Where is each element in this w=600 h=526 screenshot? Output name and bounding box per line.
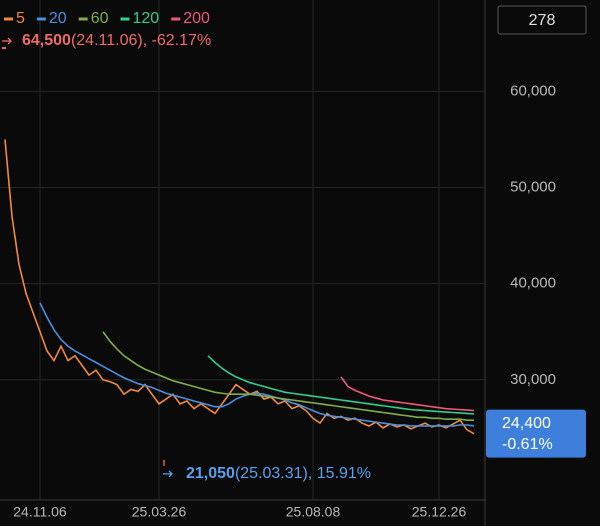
y-tick-label: 40,000 (510, 275, 556, 292)
legend: 5 20 60 120 200 (4, 10, 210, 27)
y-tick-label: 50,000 (510, 178, 556, 195)
x-tick-label: 24.11.06 (13, 504, 67, 520)
ma-line (39, 302, 475, 427)
high-price: 64,500 (22, 32, 71, 49)
x-tick-label: 25.08.08 (286, 504, 341, 520)
legend-label: 20 (49, 10, 67, 27)
y-tick-label: 30,000 (510, 371, 556, 388)
legend-label: 120 (133, 10, 160, 27)
x-tick-label: 25.12.26 (412, 504, 467, 520)
low-detail: (25.03.31), 15.91% (235, 465, 371, 482)
legend-label: 60 (91, 10, 109, 27)
low-price: 21,050 (186, 465, 235, 482)
ma-line (102, 331, 474, 421)
ma-line (4, 139, 475, 435)
ma-line (207, 355, 475, 415)
low-arrow (163, 470, 173, 478)
low-label: 21,050(25.03.31), 15.91% (186, 465, 371, 482)
high-label: 64,500(24.11.06), -62.17% (22, 32, 211, 49)
current-price-box (486, 409, 586, 458)
high-detail: (24.11.06), -62.17% (71, 32, 211, 49)
high-arrow (2, 37, 12, 45)
y-tick-label: 60,000 (510, 82, 556, 99)
top-badge: 278 (529, 12, 556, 29)
legend-label: 5 (16, 10, 25, 27)
current-price: 24,400 (502, 415, 551, 432)
x-tick-label: 25.03.26 (132, 504, 187, 520)
badge-box (497, 5, 587, 35)
current-change: -0.61% (502, 436, 553, 453)
ma-line (340, 376, 475, 412)
legend-label: 200 (183, 10, 210, 27)
